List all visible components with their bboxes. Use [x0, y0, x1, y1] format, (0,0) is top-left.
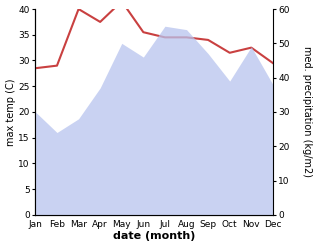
X-axis label: date (month): date (month): [113, 231, 195, 242]
Y-axis label: max temp (C): max temp (C): [5, 78, 16, 146]
Y-axis label: med. precipitation (kg/m2): med. precipitation (kg/m2): [302, 46, 313, 177]
